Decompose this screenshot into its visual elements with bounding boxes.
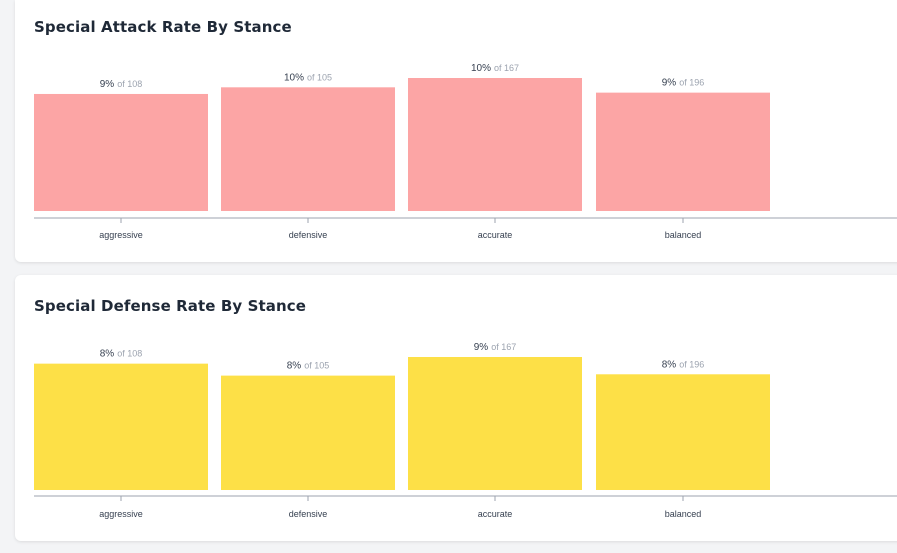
defense-bar-defensive[interactable] (221, 375, 395, 490)
defense-value-label-defensive: 8% of 105 (287, 361, 329, 372)
defense-tick-label-defensive: defensive (289, 509, 328, 519)
attack-value-label-defensive: 10% of 105 (284, 72, 332, 83)
defense-value-label-balanced: 8% of 196 (662, 359, 704, 370)
defense-value-label-accurate: 9% of 167 (474, 342, 516, 353)
attack-chart: 9% of 108 aggressive 10% of 105 defensive 10% o… (34, 63, 897, 240)
attack-chart-title: Special Attack Rate By Stance (34, 18, 292, 36)
defense-value-label-aggressive: 8% of 108 (100, 349, 142, 360)
attack-tick-label-accurate: accurate (478, 230, 513, 240)
defense-bar-balanced[interactable] (596, 374, 770, 490)
attack-value-label-accurate: 10% of 167 (471, 63, 519, 74)
defense-chart-card: Special Defense Rate By Stance 8% of 108 a… (15, 275, 897, 541)
attack-bar-aggressive[interactable] (34, 93, 208, 211)
attack-tick-label-defensive: defensive (289, 230, 328, 240)
defense-chart: 8% of 108 aggressive 8% of 105 defensive 9% of … (34, 342, 897, 519)
defense-bar-accurate[interactable] (408, 357, 582, 490)
attack-chart-card: Special Attack Rate By Stance 9% of 108 ag… (15, 0, 897, 262)
defense-bar-aggressive[interactable] (34, 363, 208, 490)
attack-bar-accurate[interactable] (408, 78, 582, 211)
attack-tick-label-balanced: balanced (665, 230, 702, 240)
attack-value-label-balanced: 9% of 196 (662, 78, 704, 89)
defense-tick-label-balanced: balanced (665, 509, 702, 519)
attack-bar-defensive[interactable] (221, 87, 395, 211)
attack-tick-label-aggressive: aggressive (99, 230, 143, 240)
attack-value-label-aggressive: 9% of 108 (100, 79, 142, 90)
attack-bar-balanced[interactable] (596, 92, 770, 211)
defense-tick-label-aggressive: aggressive (99, 509, 143, 519)
defense-tick-label-accurate: accurate (478, 509, 513, 519)
defense-chart-title: Special Defense Rate By Stance (34, 297, 307, 315)
